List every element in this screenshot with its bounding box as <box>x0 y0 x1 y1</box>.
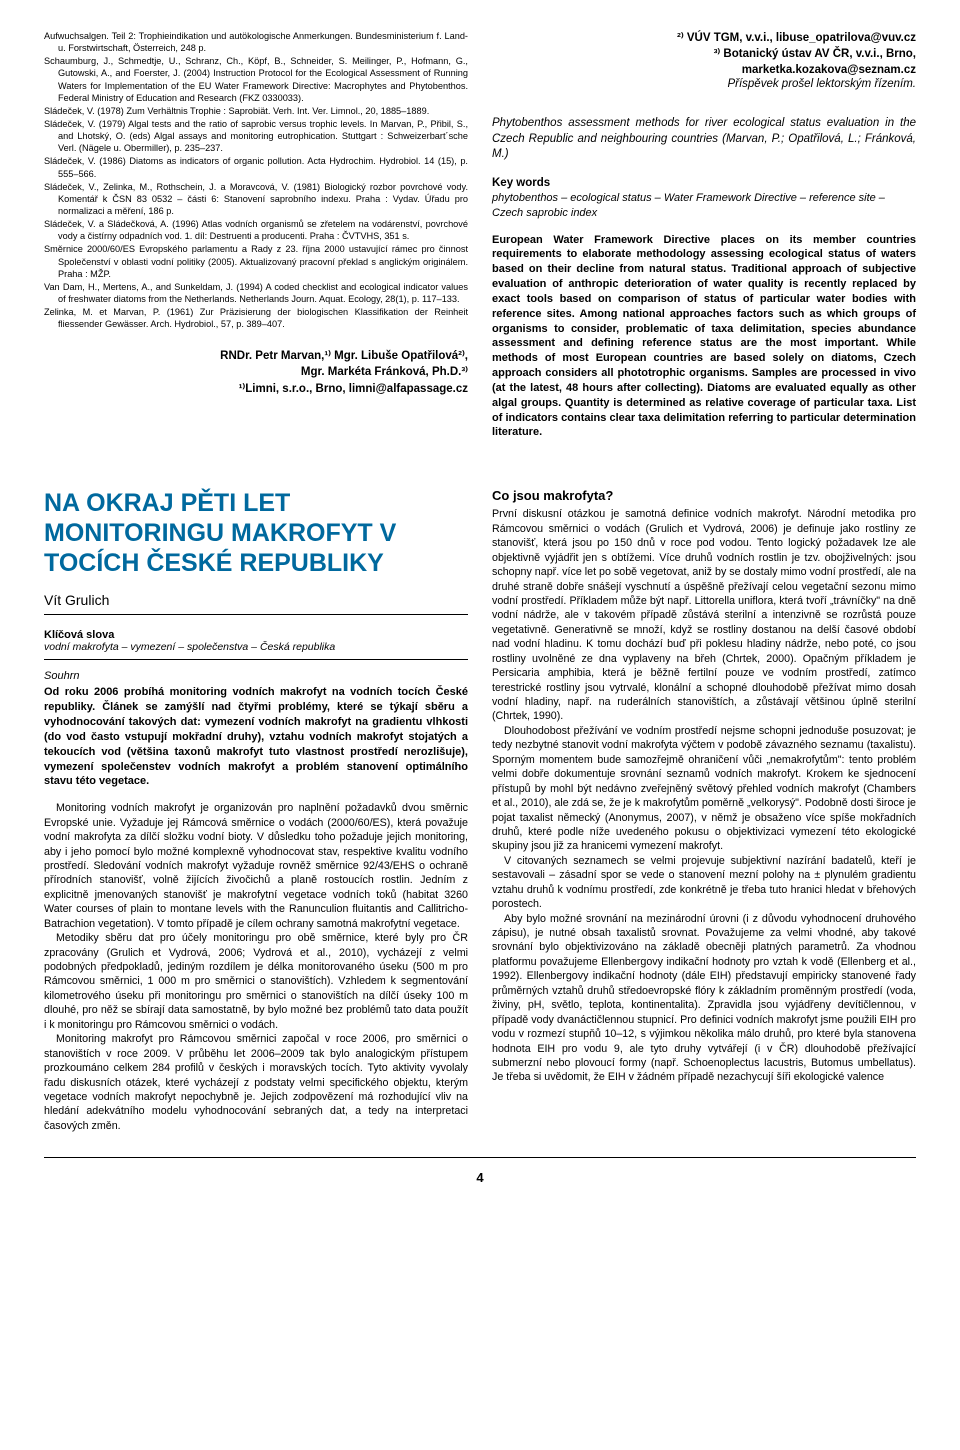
body-right: První diskusní otázkou je samotná defini… <box>492 507 916 1085</box>
affiliation-1: ²⁾ VÚV TGM, v.v.i., libuse_opatrilova@vu… <box>492 30 916 46</box>
body-para: Dlouhodobost přežívání ve vodním prostře… <box>492 724 916 854</box>
reference-item: Sládeček, V. a Sládečková, A. (1996) Atl… <box>44 218 468 242</box>
author-line-2: Mgr. Markéta Fránková, Ph.D.³⁾ <box>44 364 468 380</box>
authors-block: RNDr. Petr Marvan,¹⁾ Mgr. Libuše Opatřil… <box>44 348 468 396</box>
keywords-cz: vodní makrofyta – vymezení – společenstv… <box>44 641 468 653</box>
reference-item: Aufwuchsalgen. Teil 2: Trophieindikation… <box>44 30 468 54</box>
reference-item: Směrnice 2000/60/ES Evropského parlament… <box>44 243 468 279</box>
body-para: Monitoring makrofyt pro Rámcovou směrnic… <box>44 1032 468 1133</box>
body-para: První diskusní otázkou je samotná defini… <box>492 507 916 724</box>
body-para: Aby bylo možné srovnání na mezinárodní ú… <box>492 912 916 1085</box>
affiliation-2: ³⁾ Botanický ústav AV ČR, v.v.i., Brno, <box>492 46 916 62</box>
keywords-heading-cz: Klíčová slova <box>44 629 468 641</box>
summary-heading: Souhrn <box>44 670 468 682</box>
section-heading: Co jsou makrofyta? <box>492 488 916 503</box>
article2-right: Co jsou makrofyta? První diskusní otázko… <box>492 488 916 1133</box>
keywords-text: phytobenthos – ecological status – Water… <box>492 191 916 221</box>
body-para: V citovaných seznamech se velmi projevuj… <box>492 854 916 912</box>
reference-item: Van Dam, H., Mertens, A., and Sunkeldam,… <box>44 281 468 305</box>
english-abstract: European Water Framework Directive place… <box>492 233 916 441</box>
reference-item: Zelinka, M. et Marvan, P. (1961) Zur Prä… <box>44 306 468 330</box>
body-left: Monitoring vodních makrofyt je organizov… <box>44 801 468 1133</box>
article-author: Vít Grulich <box>44 592 468 615</box>
author-line-1: RNDr. Petr Marvan,¹⁾ Mgr. Libuše Opatřil… <box>44 348 468 364</box>
review-note: Příspěvek prošel lektorským řízením. <box>492 78 916 90</box>
right-column: ²⁾ VÚV TGM, v.v.i., libuse_opatrilova@vu… <box>492 30 916 440</box>
article2-left: NA OKRAJ PĚTI LET MONITORINGU MAKROFYT V… <box>44 488 468 1133</box>
summary-body: Od roku 2006 probíhá monitoring vodních … <box>44 685 468 789</box>
reference-item: Sládeček, V. (1978) Zum Verhältnis Troph… <box>44 105 468 117</box>
reference-item: Sládeček, V. (1979) Algal tests and the … <box>44 118 468 154</box>
author-line-3: ¹⁾Limni, s.r.o., Brno, limni@alfapassage… <box>44 381 468 397</box>
upper-two-col: Aufwuchsalgen. Teil 2: Trophieindikation… <box>0 0 960 460</box>
english-title: Phytobenthos assessment methods for rive… <box>492 116 916 163</box>
article-title: NA OKRAJ PĚTI LET MONITORINGU MAKROFYT V… <box>44 488 468 578</box>
article-2: NA OKRAJ PĚTI LET MONITORINGU MAKROFYT V… <box>0 488 960 1133</box>
reference-item: Schaumburg, J., Schmedtje, U., Schranz, … <box>44 55 468 104</box>
reference-item: Sládeček, V. (1986) Diatoms as indicator… <box>44 155 468 179</box>
body-para: Monitoring vodních makrofyt je organizov… <box>44 801 468 931</box>
left-column: Aufwuchsalgen. Teil 2: Trophieindikation… <box>44 30 468 440</box>
reference-item: Sládeček, V., Zelinka, M., Rothschein, J… <box>44 181 468 217</box>
keywords-heading: Key words <box>492 177 916 189</box>
keywords-block: Klíčová slova vodní makrofyta – vymezení… <box>44 625 468 660</box>
references-list: Aufwuchsalgen. Teil 2: Trophieindikation… <box>44 30 468 330</box>
body-para: Metodiky sběru dat pro účely monitoringu… <box>44 931 468 1032</box>
page-number: 4 <box>0 1158 960 1203</box>
affiliation-3: marketka.kozakova@seznam.cz <box>492 62 916 78</box>
